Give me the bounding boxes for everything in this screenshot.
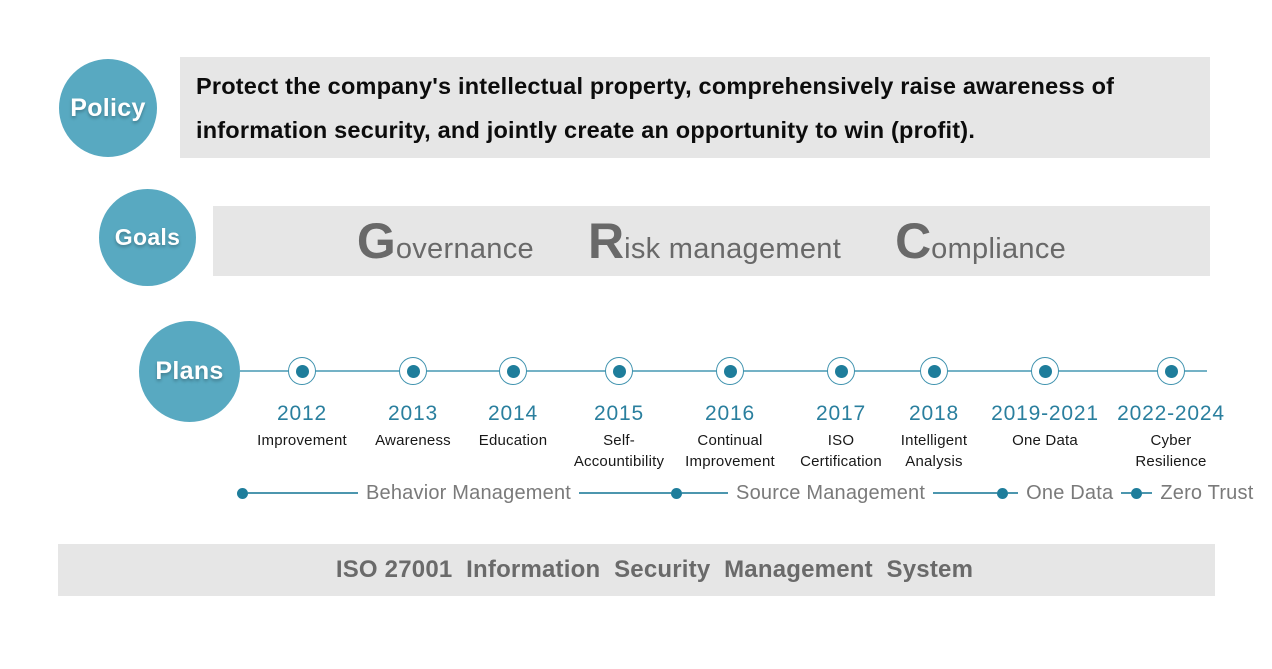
goal-risk-management: Risk management — [587, 213, 842, 269]
timeline-entry: 2019-2021 One Data — [970, 402, 1120, 451]
timeline-dot-icon — [612, 364, 626, 378]
timeline-entry-label: Education — [478, 432, 548, 449]
timeline-dot-icon — [1164, 364, 1178, 378]
timeline-entry: 2013 Awareness — [338, 402, 488, 451]
policy-statement-box: Protect the company's intellectual prope… — [180, 57, 1210, 158]
timeline-dot-icon — [506, 364, 520, 378]
timeline-entry-label: Awareness — [375, 432, 451, 449]
goal-governance: Governance — [356, 213, 534, 269]
timeline-year: 2012 — [277, 402, 327, 425]
timeline-node-2015 — [605, 357, 633, 385]
timeline-dot-icon — [406, 364, 420, 378]
phase-connector — [248, 492, 358, 494]
policy-badge-label: Policy — [70, 93, 146, 122]
timeline-node-2018 — [920, 357, 948, 385]
goals-badge-label: Goals — [114, 224, 181, 250]
timeline-node-2019-2021 — [1031, 357, 1059, 385]
timeline-entry-label: Self- Accountibility — [573, 432, 665, 470]
timeline-entry: 2016 Continual Improvement — [655, 402, 805, 472]
timeline-entry: 2015 Self- Accountibility — [544, 402, 694, 472]
timeline-entry-label: Continual Improvement — [685, 432, 775, 470]
phase-label: One Data — [1026, 481, 1114, 504]
timeline-dot-icon — [295, 364, 309, 378]
plans-badge: Plans — [139, 321, 240, 422]
timeline-entry: 2018 Intelligent Analysis — [859, 402, 1009, 472]
timeline-dot-icon — [1038, 364, 1052, 378]
footer-bar: ISO 27001 Information Security Managemen… — [58, 544, 1215, 596]
phase-dot-icon — [1131, 487, 1143, 499]
goal-compliance: Compliance — [895, 213, 1067, 269]
timeline-entry: 2014 Education — [438, 402, 588, 451]
footer-title: ISO 27001 Information Security Managemen… — [335, 556, 974, 583]
phase-dot-icon — [671, 487, 683, 499]
timeline-dot-icon — [834, 364, 848, 378]
timeline-node-2022-2024 — [1157, 357, 1185, 385]
timeline-year: 2014 — [488, 402, 538, 425]
timeline-node-2013 — [399, 357, 427, 385]
timeline-node-2016 — [716, 357, 744, 385]
phase-label: Zero Trust — [1160, 481, 1254, 504]
timeline-entry-label: Intelligent Analysis — [900, 432, 968, 470]
phase-dot-icon — [237, 487, 248, 499]
timeline-entry-label: One Data — [1012, 432, 1078, 449]
timeline-dot-icon — [723, 364, 737, 378]
phase-dot-icon — [997, 487, 1009, 499]
timeline-year: 2015 — [594, 402, 644, 425]
timeline-node-2017 — [827, 357, 855, 385]
policy-badge: Policy — [59, 59, 157, 157]
phase-connector — [933, 492, 998, 494]
timeline-year: 2022-2024 — [1117, 402, 1225, 425]
timeline-entry-label: Cyber Resilience — [1135, 432, 1207, 470]
timeline-year: 2017 — [816, 402, 866, 425]
phase-connector — [1008, 492, 1019, 494]
phase-label: Source Management — [736, 481, 926, 504]
goals-badge: Goals — [99, 189, 196, 286]
timeline-entry: 2017 ISO Certification — [766, 402, 916, 472]
phase-connector — [1121, 492, 1132, 494]
policy-statement: Protect the company's intellectual prope… — [196, 72, 1115, 143]
timeline-year: 2016 — [705, 402, 755, 425]
timeline-year: 2019-2021 — [991, 402, 1099, 425]
timeline-node-2012 — [288, 357, 316, 385]
goals-bar: Governance Risk management Compliance — [213, 206, 1210, 276]
timeline-entry: 2022-2024 Cyber Resilience — [1096, 402, 1246, 472]
phase-connector — [682, 492, 729, 494]
timeline-year: 2013 — [388, 402, 438, 425]
phase-connector — [579, 492, 672, 494]
timeline-entry-label: Improvement — [257, 432, 347, 449]
phases-strip: Behavior Management Source Management On… — [237, 482, 1261, 504]
timeline-year: 2018 — [909, 402, 959, 425]
timeline-node-2014 — [499, 357, 527, 385]
timeline-entry: 2012 Improvement — [227, 402, 377, 451]
plans-badge-label: Plans — [155, 357, 224, 385]
timeline-dot-icon — [927, 364, 941, 378]
phase-connector — [1142, 492, 1153, 494]
phase-label: Behavior Management — [366, 481, 572, 504]
timeline-entry-label: ISO Certification — [800, 432, 882, 470]
